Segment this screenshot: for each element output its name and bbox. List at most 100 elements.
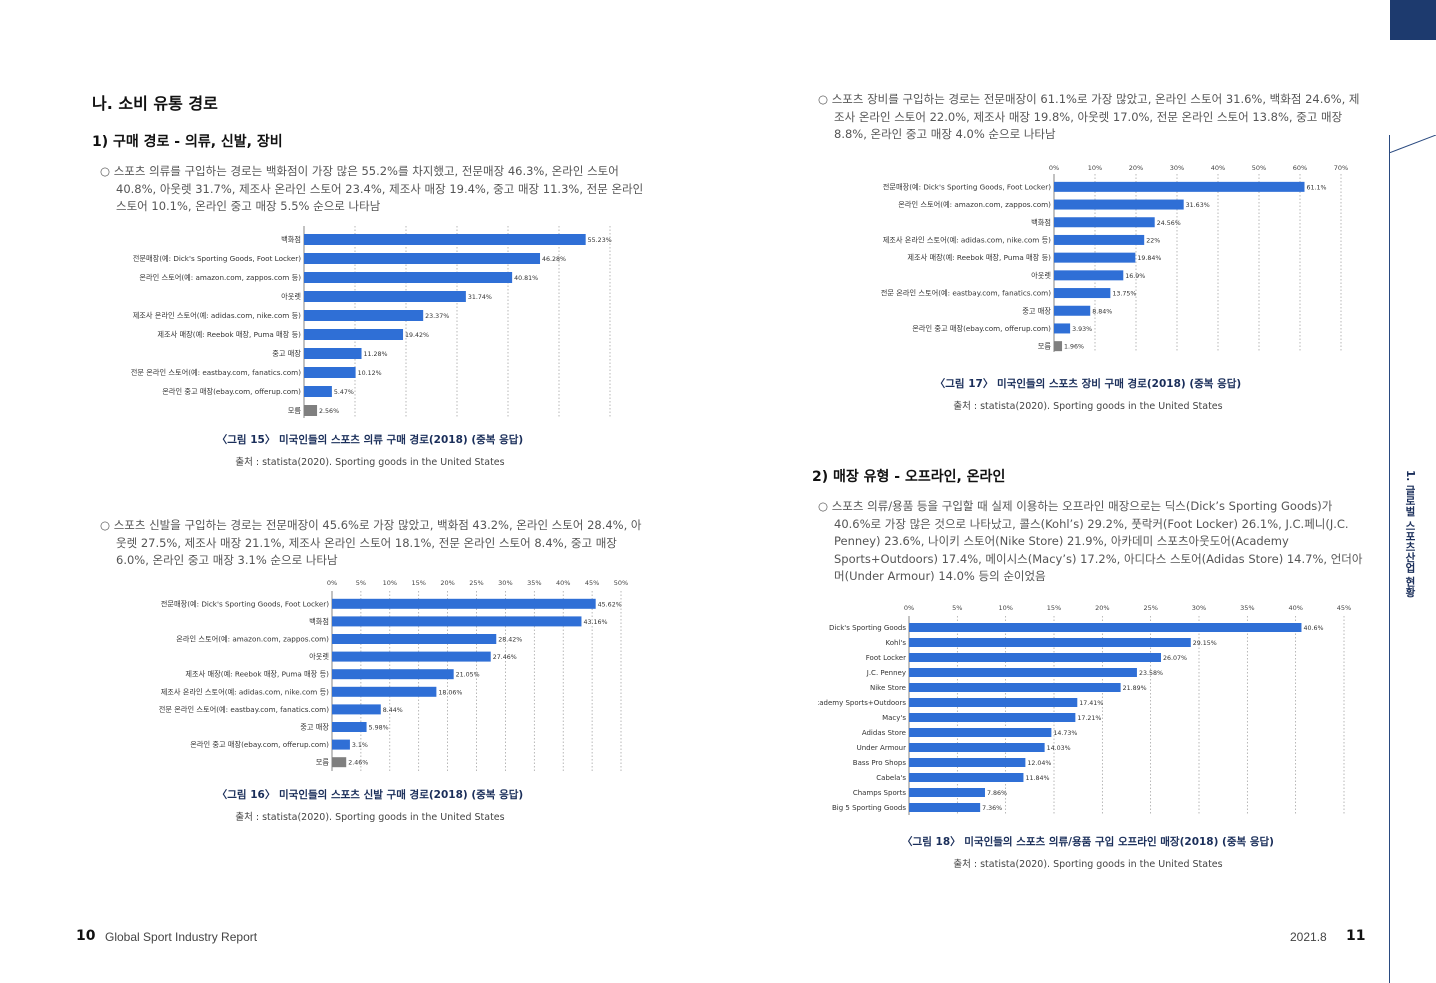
data-label: 12.04% bbox=[1027, 760, 1051, 767]
data-label: 13.75% bbox=[1112, 291, 1136, 298]
category-label: Adidas Store bbox=[862, 729, 906, 737]
bar bbox=[332, 598, 596, 609]
data-label: 55.23% bbox=[588, 237, 612, 244]
fig17-source: 출처 : statista(2020). Sporting goods in t… bbox=[953, 401, 1223, 412]
data-label: 14.03% bbox=[1047, 745, 1071, 752]
category-label: 백화점 bbox=[281, 235, 301, 244]
category-label: Under Armour bbox=[857, 744, 906, 752]
data-label: 10.12% bbox=[358, 370, 382, 377]
data-label: 2.46% bbox=[348, 760, 368, 767]
category-label: Bass Pro Shops bbox=[853, 759, 907, 767]
x-tick-label: 40% bbox=[1211, 164, 1225, 172]
bar bbox=[909, 728, 1052, 737]
chart-fig15: 백화점 55.23% 전문매장(예: Dick's Sporting Goods, … bbox=[131, 226, 612, 418]
data-label: 31.63% bbox=[1186, 202, 1210, 209]
x-tick-label: 20% bbox=[1095, 604, 1109, 612]
category-label: 중고 매장 bbox=[272, 349, 301, 358]
category-label: 전문매장(예: Dick's Sporting Goods, Foot Lock… bbox=[161, 599, 329, 608]
bar bbox=[304, 234, 586, 245]
category-label: Kohl's bbox=[886, 639, 907, 647]
x-tick-label: 15% bbox=[1047, 604, 1061, 612]
bar bbox=[304, 310, 424, 321]
report-date: 2021.8 bbox=[1290, 930, 1327, 944]
bar bbox=[909, 803, 981, 812]
category-label: 모름 bbox=[316, 758, 330, 767]
x-tick-label: 40% bbox=[556, 579, 570, 587]
category-label: 백화점 bbox=[1031, 218, 1051, 227]
x-tick-label: 10% bbox=[998, 604, 1012, 612]
chart-fig18: 0% 5% 10% 15% 20% 25% 30% 35% 40% 45% Dick's Sport… bbox=[818, 604, 1351, 815]
data-label: 19.84% bbox=[1137, 255, 1161, 262]
chart-fig17: 0% 10% 20% 30% 40% 50% 60% 70% 전문매장(예: Dick's Sp… bbox=[881, 164, 1348, 352]
bar bbox=[332, 704, 381, 715]
page-number-left: 10 bbox=[76, 928, 96, 944]
paragraph-shoes: ○ 스포츠 신발을 구입하는 경로는 전문매장이 45.6%로 가장 많았고, … bbox=[100, 518, 642, 567]
x-tick-label: 20% bbox=[1129, 164, 1143, 172]
bar bbox=[1054, 252, 1136, 263]
x-tick-label: 5% bbox=[356, 579, 366, 587]
bar bbox=[1054, 234, 1145, 245]
data-label: 27.46% bbox=[493, 654, 517, 661]
x-tick-label: 35% bbox=[1240, 604, 1254, 612]
bar bbox=[304, 291, 466, 302]
bar bbox=[332, 651, 491, 662]
category-label: 온라인 스토어(예: amazon.com, zappos.com) bbox=[176, 635, 329, 644]
bar bbox=[909, 788, 985, 797]
data-label: 24.56% bbox=[1157, 220, 1181, 227]
category-label: 전문 온라인 스토어(예: eastbay.com, fanatics.com) bbox=[159, 705, 329, 714]
x-tick-label: 25% bbox=[1143, 604, 1157, 612]
x-tick-label: 10% bbox=[383, 579, 397, 587]
x-tick-label: 70% bbox=[1334, 164, 1348, 172]
data-label: 11.28% bbox=[364, 351, 388, 358]
data-label: 26.07% bbox=[1163, 655, 1187, 662]
bar bbox=[1054, 288, 1111, 299]
x-tick-label: 0% bbox=[1049, 164, 1059, 172]
bar bbox=[332, 634, 497, 644]
data-label: 31.74% bbox=[468, 294, 492, 301]
bar bbox=[332, 757, 347, 768]
category-label: 온라인 중고 매장(ebay.com, offerup.com) bbox=[190, 740, 329, 749]
category-label: 전문매장(예: Dick's Sporting Goods, Foot Lock… bbox=[133, 254, 301, 263]
bar bbox=[332, 739, 350, 750]
data-label: 1.96% bbox=[1064, 344, 1084, 351]
bar bbox=[1054, 199, 1184, 210]
bar bbox=[1054, 305, 1091, 316]
bar bbox=[909, 623, 1302, 632]
paragraph-equipment: ○ 스포츠 장비를 구입하는 경로는 전문매장이 61.1%로 가장 많았고, … bbox=[818, 92, 1360, 141]
bar bbox=[304, 253, 541, 264]
bar bbox=[1054, 323, 1071, 334]
fig18-caption: 〈그림 18〉 미국인들의 스포츠 의류/용품 구입 오프라인 매장(2018)… bbox=[902, 836, 1274, 848]
x-tick-label: 30% bbox=[498, 579, 512, 587]
category-label: 중고 매장 bbox=[1022, 306, 1051, 315]
x-tick-label: 30% bbox=[1192, 604, 1206, 612]
category-label: 전문 온라인 스토어(예: eastbay.com, fanatics.com) bbox=[131, 368, 301, 377]
bar bbox=[332, 722, 367, 732]
side-diagonal bbox=[1389, 135, 1436, 153]
data-label: 5.98% bbox=[369, 725, 389, 732]
data-label: 43.16% bbox=[583, 619, 607, 626]
category-label: Big 5 Sporting Goods bbox=[832, 804, 906, 812]
category-label: Academy Sports+Outdoors bbox=[818, 699, 906, 707]
data-label: 45.62% bbox=[598, 601, 622, 608]
bar bbox=[332, 616, 582, 627]
category-label: J.C. Penney bbox=[866, 669, 906, 677]
data-label: 17.41% bbox=[1079, 700, 1103, 707]
fig16-source: 출처 : statista(2020). Sporting goods in t… bbox=[235, 812, 505, 823]
category-label: 제조사 온라인 스토어(예: adidas.com, nike.com 등) bbox=[883, 235, 1051, 244]
page-number-right: 11 bbox=[1346, 928, 1366, 944]
category-label: 모름 bbox=[1038, 342, 1052, 351]
bar bbox=[304, 405, 318, 416]
fig17-caption: 〈그림 17〉 미국인들의 스포츠 장비 구매 경로(2018) (중복 응답) bbox=[934, 378, 1242, 390]
bar bbox=[1054, 181, 1305, 192]
fig18-source: 출처 : statista(2020). Sporting goods in t… bbox=[953, 859, 1223, 870]
data-label: 21.89% bbox=[1123, 685, 1147, 692]
chart-fig16: 0% 5% 10% 15% 20% 25% 30% 35% 40% 45% 50% 전문매장(예: D… bbox=[159, 579, 628, 771]
data-label: 46.28% bbox=[542, 256, 566, 263]
data-label: 8.44% bbox=[383, 707, 403, 714]
x-tick-label: 15% bbox=[411, 579, 425, 587]
fig15-source: 출처 : statista(2020). Sporting goods in t… bbox=[235, 457, 505, 468]
side-chapter-label: 1. 글로벌 스포츠산업 현황 bbox=[1404, 470, 1416, 598]
x-tick-label: 30% bbox=[1170, 164, 1184, 172]
side-tab-block bbox=[1390, 0, 1436, 40]
bar bbox=[909, 773, 1024, 782]
